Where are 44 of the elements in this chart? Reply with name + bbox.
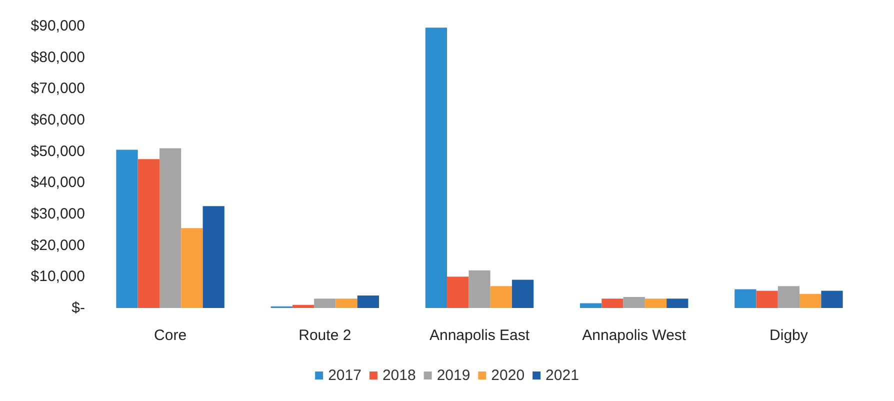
y-tick-label: $- [72, 300, 85, 316]
bar [292, 304, 314, 308]
bar [336, 298, 358, 308]
y-tick-label: $20,000 [30, 236, 85, 254]
bar [580, 303, 602, 308]
x-tick-label: Annapolis West [582, 327, 687, 344]
y-tick-label: $30,000 [30, 206, 85, 222]
bar [138, 159, 160, 308]
x-tick-label: Core [154, 327, 187, 344]
bar [357, 295, 380, 308]
bar [623, 297, 645, 308]
bar [778, 286, 800, 308]
bar [159, 148, 182, 308]
y-tick-label: $40,000 [30, 174, 85, 192]
bar [512, 280, 534, 308]
y-tick-label: $60,000 [30, 112, 85, 128]
bar [602, 298, 624, 308]
bar [821, 290, 843, 308]
bar [468, 270, 490, 308]
x-tick-label: Digby [770, 327, 808, 344]
y-tick-label: $50,000 [30, 142, 85, 160]
y-tick-label: $90,000 [30, 18, 85, 34]
legend-label: 2018 [382, 367, 416, 384]
bar [800, 294, 822, 308]
bar [447, 276, 469, 308]
bar [490, 286, 512, 308]
bar [666, 298, 688, 308]
bar [425, 28, 448, 308]
bar [734, 289, 756, 308]
y-tick-label: $80,000 [30, 48, 85, 66]
bar [181, 228, 203, 308]
legend-label: 2019 [436, 367, 470, 384]
bar [644, 298, 667, 308]
legend-label: 2021 [546, 367, 579, 384]
bar [756, 290, 778, 308]
y-tick-label: $10,000 [30, 268, 85, 286]
bar [202, 206, 224, 308]
x-tick-label: Route 2 [298, 327, 352, 344]
x-tick-label: Annapolis East [429, 327, 530, 344]
bar [116, 150, 138, 308]
legend-label: 2017 [328, 367, 362, 384]
legend-label: 2020 [491, 367, 525, 384]
bar [314, 298, 336, 308]
y-tick-label: $70,000 [30, 80, 85, 98]
